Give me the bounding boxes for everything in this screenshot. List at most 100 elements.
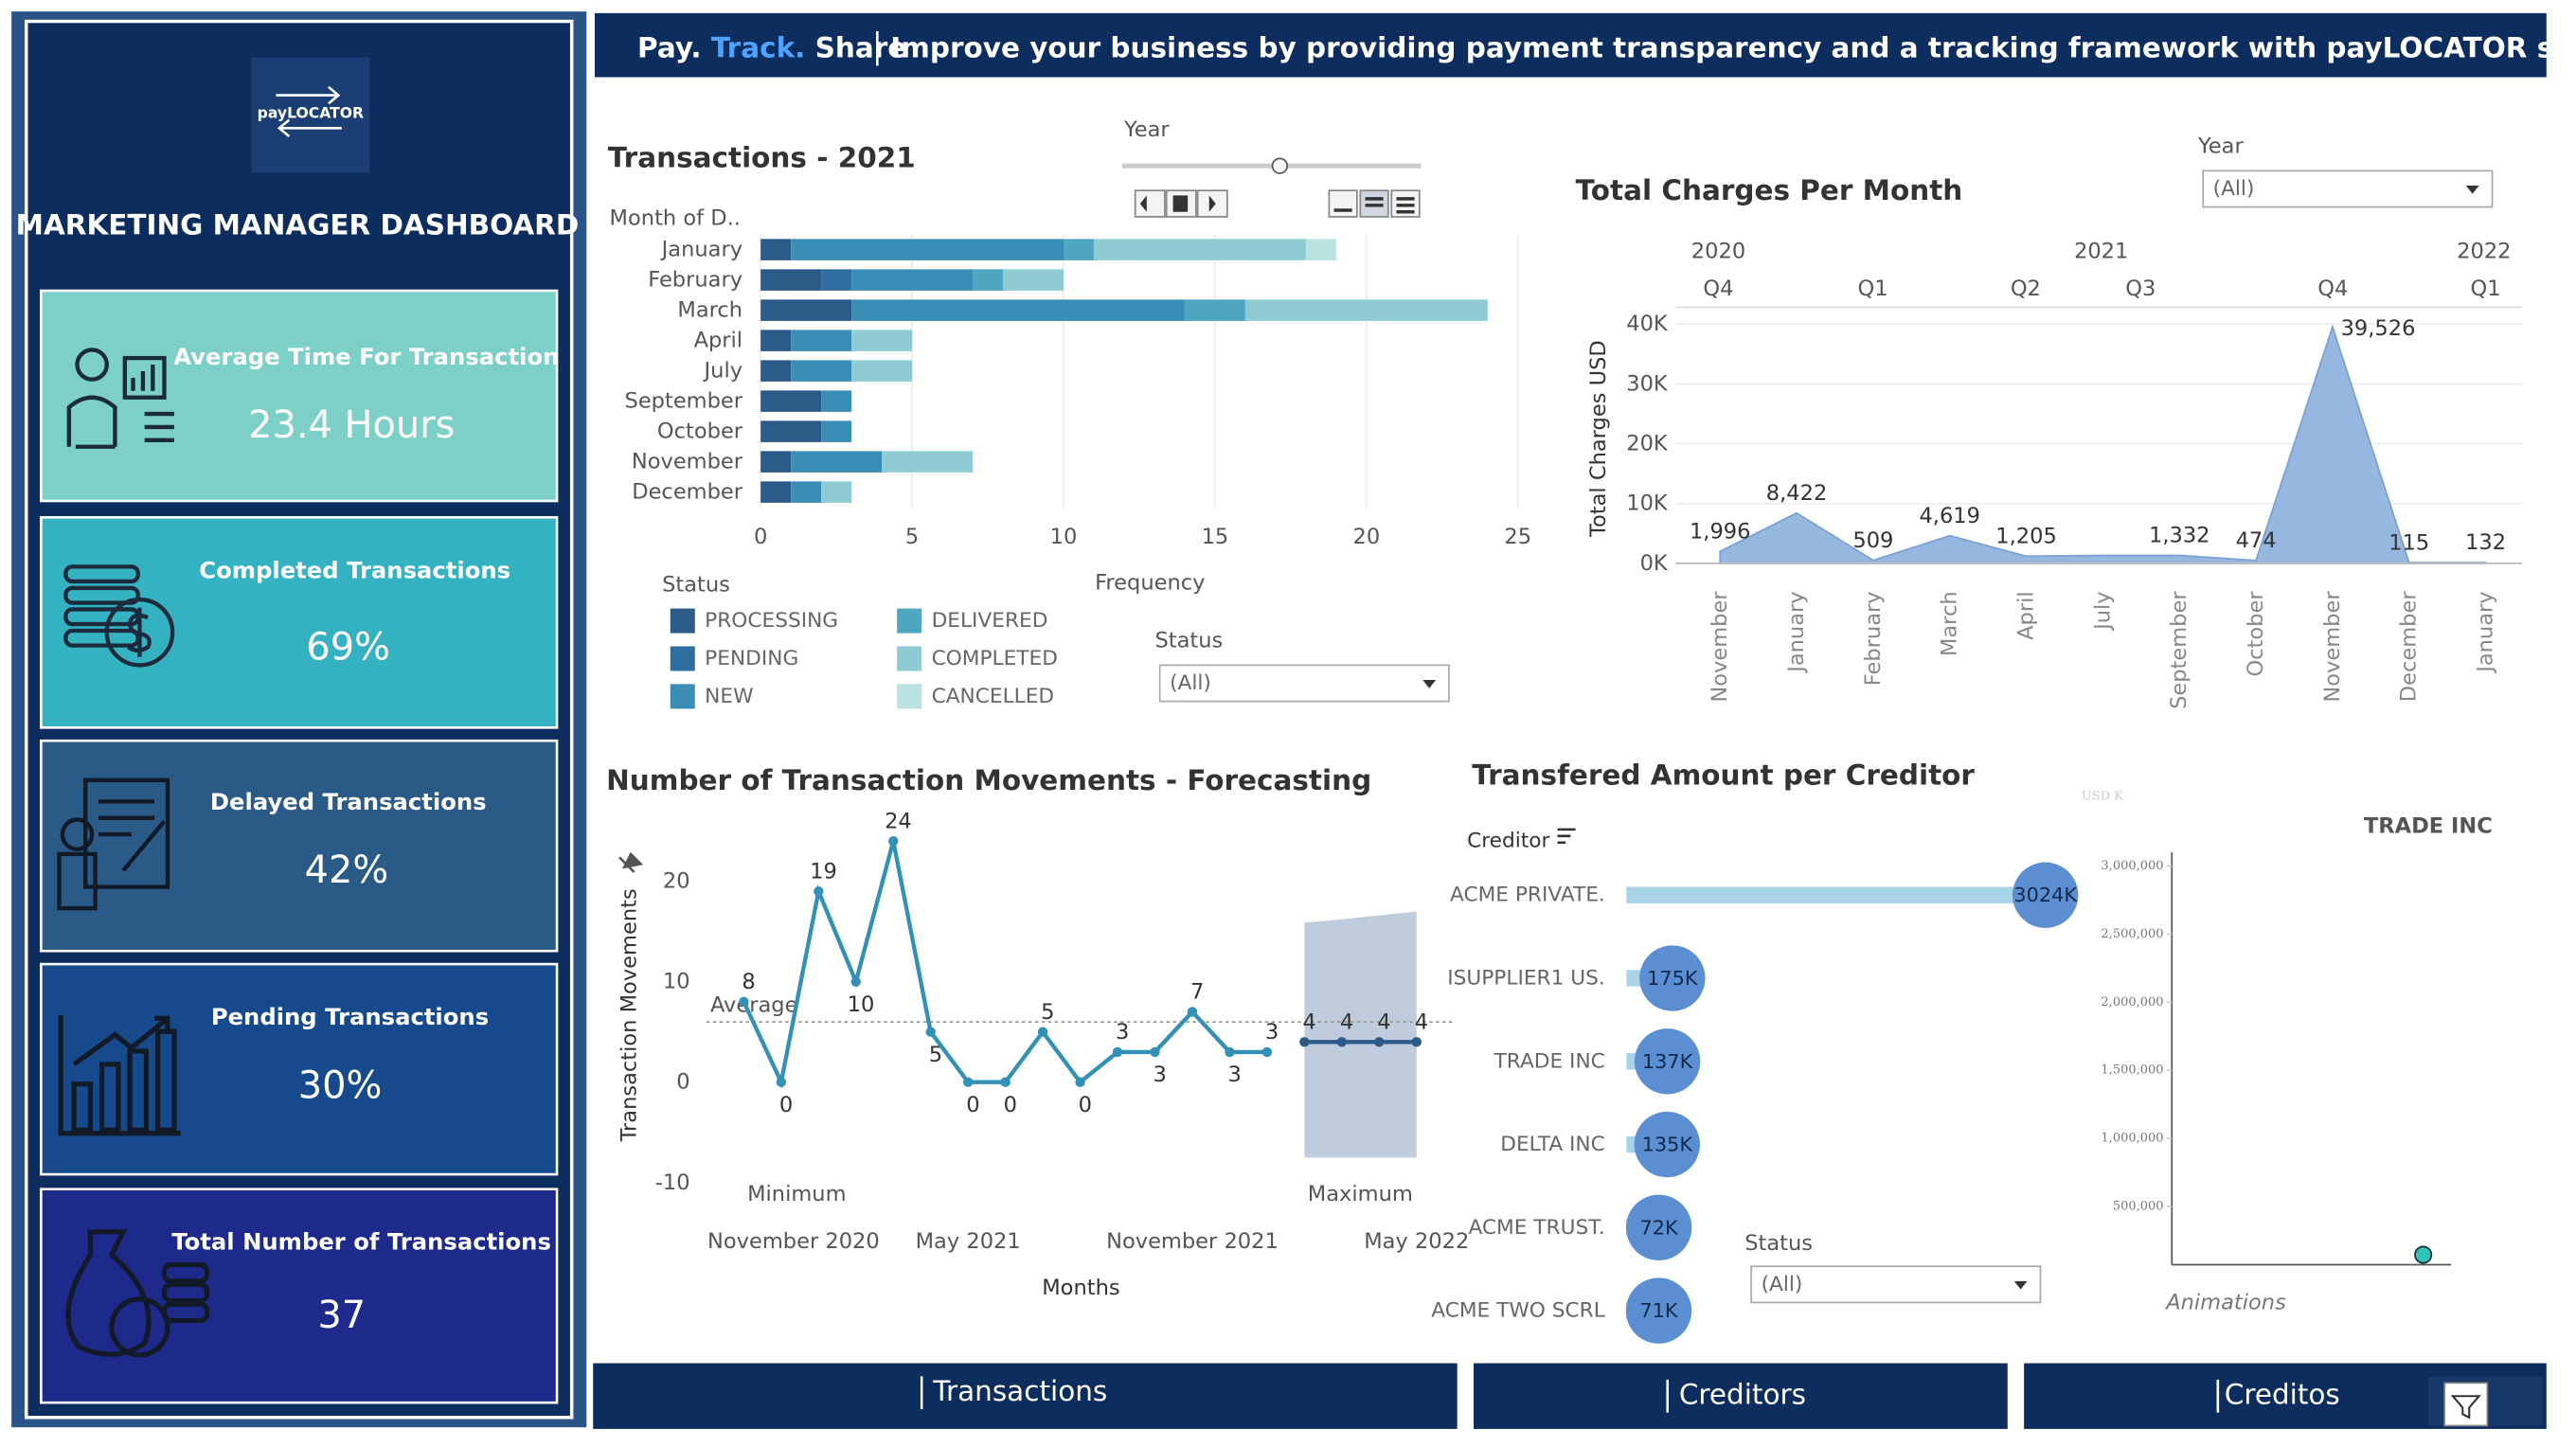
x-tick-label: November 2020 <box>707 1229 880 1254</box>
y-tick-label: 40K <box>1626 312 1669 336</box>
legend-label: PROCESSING <box>705 609 838 633</box>
bar-segment <box>760 299 852 321</box>
legend-label: COMPLETED <box>932 647 1058 670</box>
y-tick-label: 10K <box>1626 491 1669 516</box>
bar-segment <box>1093 239 1306 260</box>
filter-icon <box>2450 1395 2481 1420</box>
bar-segment <box>851 299 1185 321</box>
x-tick-label: December <box>2397 591 2422 703</box>
chart-title: TRADE INC <box>2364 813 2493 838</box>
y-tick-label: 0 <box>676 1070 689 1095</box>
data-label: 132 <box>2465 530 2506 555</box>
slider-button[interactable] <box>1134 189 1166 218</box>
y-tick-label: -10 <box>655 1170 690 1195</box>
quarter-label: Q4 <box>1703 277 1733 301</box>
point <box>1336 1037 1348 1047</box>
brand-word: Track. <box>711 31 806 63</box>
data-label: 24 <box>885 809 912 833</box>
kpi-icon <box>58 1014 181 1136</box>
dropdown[interactable] <box>2202 170 2494 208</box>
bubble <box>2012 862 2079 928</box>
point <box>1112 1046 1123 1058</box>
filter-label: Status <box>1744 1231 1813 1256</box>
dropdown[interactable] <box>1750 1265 2042 1304</box>
kpi-card <box>40 289 559 503</box>
quarter-label: Q4 <box>2317 277 2348 301</box>
x-tick-label: May 2021 <box>916 1229 1021 1254</box>
x-tick-label: July <box>2090 591 2115 632</box>
quarter-label: Q3 <box>2125 277 2156 301</box>
y-tick-label: ACME TWO SCRL <box>1431 1299 1605 1323</box>
unit-label: USD K <box>2082 790 2123 804</box>
kpi-card <box>40 739 559 953</box>
data-label: 135K <box>1642 1134 1694 1156</box>
x-tick-label: April <box>2014 591 2039 639</box>
tab-label[interactable]: Transactions <box>932 1375 1107 1407</box>
point <box>962 1077 974 1087</box>
kpi-icon <box>65 1229 210 1358</box>
y-tick-label: 2,500,000 <box>2101 927 2163 941</box>
x-tick-label: January <box>1784 591 1809 673</box>
legend-label: CANCELLED <box>932 685 1055 708</box>
bar-segment <box>973 269 1004 291</box>
point <box>1374 1037 1385 1047</box>
point <box>1075 1077 1085 1087</box>
dropdown-value: (All) <box>2213 177 2255 201</box>
filter-button[interactable] <box>2443 1382 2489 1427</box>
kpi-icon <box>63 564 175 668</box>
data-label: 1,205 <box>1995 524 2057 548</box>
point <box>1225 1046 1235 1058</box>
y-tick-label: December <box>632 480 743 505</box>
x-tick-label: October <box>2244 591 2268 677</box>
dropdown-arrow <box>1422 680 1437 688</box>
y-tick-label: September <box>625 389 743 414</box>
data-label: 4,619 <box>1919 504 1980 528</box>
bar-segment <box>821 481 852 503</box>
bar-segment <box>760 451 792 473</box>
chart-title: Transfered Amount per Creditor <box>1472 759 1975 792</box>
view-button[interactable] <box>1328 189 1358 218</box>
x-tick-label: 15 <box>1202 525 1229 549</box>
point <box>888 836 899 847</box>
data-label: 4 <box>1377 1009 1390 1034</box>
bubble <box>1634 1028 1701 1095</box>
bar-segment <box>760 239 792 260</box>
y-tick-label: 3,000,000 <box>2101 859 2163 873</box>
dropdown-value: (All) <box>1762 1273 1803 1296</box>
bar-segment <box>1244 299 1488 321</box>
chart-title: Total Charges Per Month <box>1576 174 1963 206</box>
slider-knob[interactable] <box>1271 157 1288 174</box>
legend-swatch <box>897 608 922 634</box>
dropdown[interactable] <box>1158 664 1450 703</box>
legend-swatch <box>670 684 695 709</box>
tab[interactable] <box>1474 1363 2008 1429</box>
button-icon <box>1365 197 1384 207</box>
data-label: 1,996 <box>1690 519 1751 544</box>
tab-label[interactable]: Creditos <box>2225 1379 2340 1411</box>
year-label: 2020 <box>1691 239 1745 263</box>
logo-box <box>251 57 370 173</box>
button-icon <box>1208 195 1216 212</box>
filter-label: Status <box>1154 628 1223 652</box>
kpi-value: 69% <box>306 625 390 669</box>
bar-segment <box>821 269 852 291</box>
point <box>1000 1077 1011 1087</box>
kpi-icon <box>66 348 174 449</box>
tab-label[interactable]: Creditors <box>1679 1379 1806 1411</box>
data-label: 175K <box>1647 967 1699 990</box>
bar-segment <box>760 390 822 412</box>
y-tick-label: DELTA INC <box>1500 1133 1604 1156</box>
bubble <box>1634 1111 1700 1178</box>
data-label: 4 <box>1302 1009 1315 1034</box>
bar-segment <box>1305 239 1336 260</box>
bar-segment <box>760 360 792 382</box>
x-tick-label: November <box>2320 591 2345 703</box>
y-axis-title: Transaction Movements <box>617 888 641 1142</box>
x-tick-label: March <box>1938 591 1962 656</box>
bar-segment <box>882 451 974 473</box>
data-label: 72K <box>1640 1216 1679 1239</box>
point <box>1187 1007 1198 1017</box>
tab[interactable] <box>593 1363 1458 1429</box>
x-tick-label: May 2022 <box>1364 1229 1469 1254</box>
